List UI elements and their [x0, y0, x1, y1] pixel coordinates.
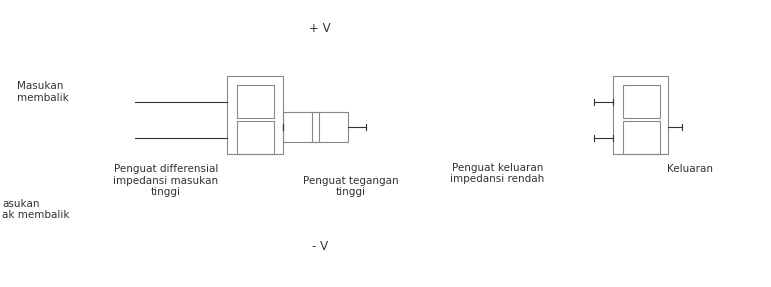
- Bar: [623, 85, 660, 118]
- Text: Masukan
membalik: Masukan membalik: [17, 81, 69, 103]
- Text: + V: + V: [309, 22, 331, 35]
- Bar: [283, 112, 319, 142]
- Bar: [227, 76, 283, 154]
- Text: Penguat tegangan
tinggi: Penguat tegangan tinggi: [303, 176, 399, 197]
- Text: Penguat differensial
impedansi masukan
tinggi: Penguat differensial impedansi masukan t…: [113, 164, 218, 197]
- Bar: [237, 85, 274, 118]
- Text: Penguat keluaran
impedansi rendah: Penguat keluaran impedansi rendah: [450, 163, 544, 185]
- Text: Keluaran: Keluaran: [667, 164, 713, 174]
- Bar: [237, 121, 274, 154]
- Bar: [613, 76, 668, 154]
- Bar: [623, 121, 660, 154]
- Text: asukan
ak membalik: asukan ak membalik: [2, 199, 70, 220]
- Bar: [312, 112, 348, 142]
- Text: - V: - V: [312, 240, 328, 253]
